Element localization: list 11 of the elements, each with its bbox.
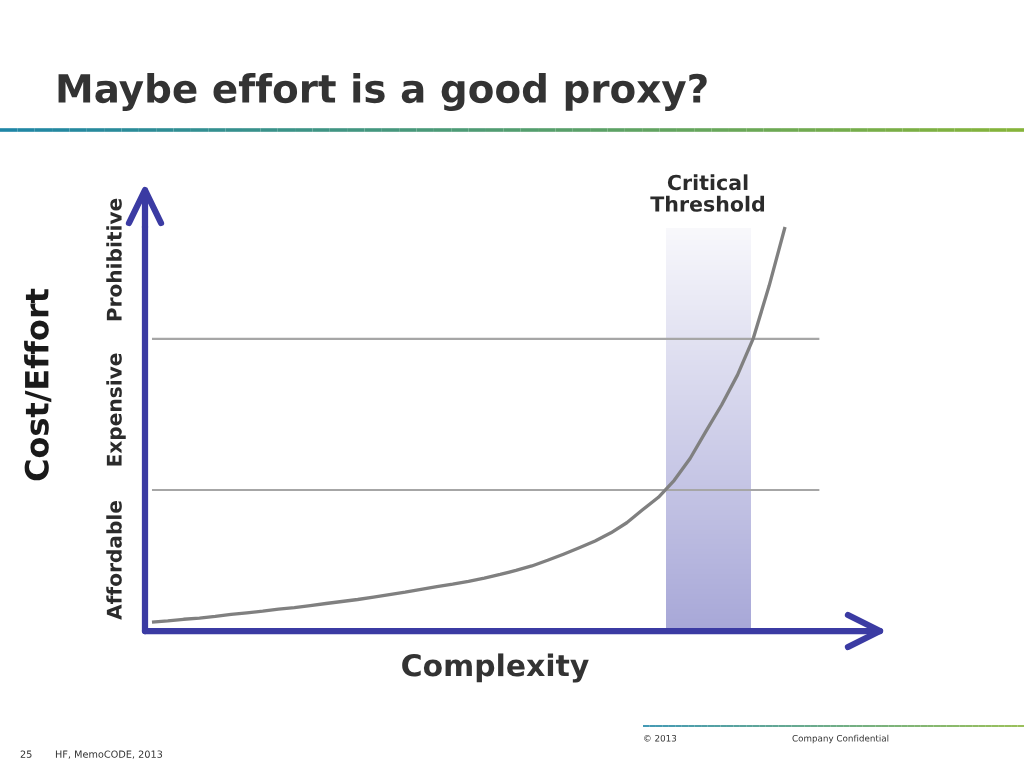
text: Prohibitive [106,198,122,321]
y-axis-title: Cost/Effort [24,288,52,481]
text: 25 [20,750,32,758]
text: Expensive [106,353,126,466]
chart-title: Maybe effort is a good proxy? [58,73,707,111]
text: © 2013 [644,734,677,742]
text: Company Confidential [792,734,889,744]
text: Critical Threshold [650,174,765,212]
text: Affordable [106,501,122,620]
x-axis-title: Complexity [402,653,589,683]
text: HF, MemoCODE, 2013 [55,750,163,759]
